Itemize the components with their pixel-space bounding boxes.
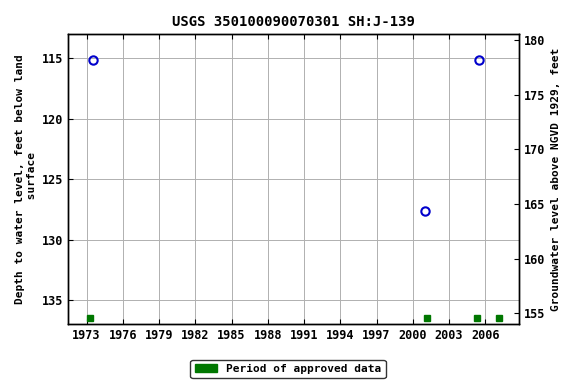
Legend: Period of approved data: Period of approved data <box>191 359 385 379</box>
Y-axis label: Groundwater level above NGVD 1929, feet: Groundwater level above NGVD 1929, feet <box>551 48 561 311</box>
Y-axis label: Depth to water level, feet below land
 surface: Depth to water level, feet below land su… <box>15 55 37 304</box>
Title: USGS 350100090070301 SH:J-139: USGS 350100090070301 SH:J-139 <box>172 15 415 29</box>
